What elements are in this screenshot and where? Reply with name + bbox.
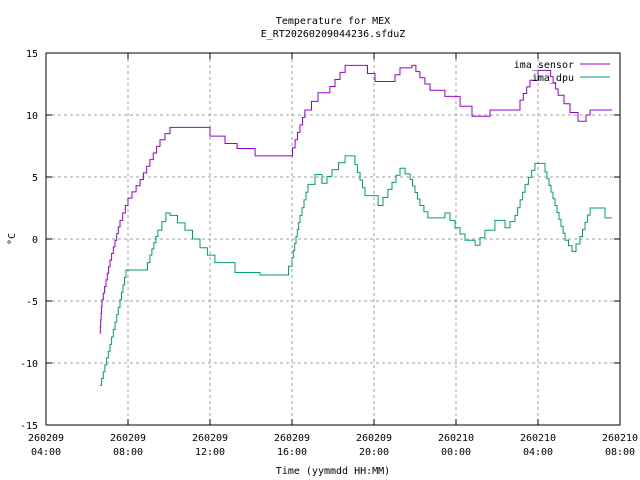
x-tick-label-time: 16:00	[277, 447, 307, 458]
legend: ima_sensor ima_dpu	[514, 60, 610, 84]
x-tick-label-time: 08:00	[113, 447, 143, 458]
y-tick-label: -15	[20, 421, 38, 432]
x-tick-label-date: 260210	[602, 433, 638, 444]
x-tick-label-time: 00:00	[441, 447, 471, 458]
x-tick-label-date: 260209	[110, 433, 146, 444]
y-tick-label: -5	[26, 297, 38, 308]
y-tick-label: 15	[26, 49, 38, 60]
y-tick-label: 10	[26, 111, 38, 122]
x-tick-label-time: 04:00	[31, 447, 61, 458]
x-tick-label-date: 260210	[520, 433, 556, 444]
axis-ticks: -15 -10 -5 0 5 10 15 260209 04:00 260209 08:00 2602…	[20, 49, 638, 458]
legend-label: ima_sensor	[514, 60, 574, 71]
x-tick-label-time: 08:00	[605, 447, 635, 458]
series-group	[99, 64, 612, 386]
series-line-ima-sensor	[99, 64, 612, 334]
x-tick-label-date: 260210	[438, 433, 474, 444]
series-line-ima-dpu	[99, 155, 612, 386]
y-tick-label: 5	[32, 173, 38, 184]
grid	[46, 53, 620, 425]
x-tick-label-date: 260209	[192, 433, 228, 444]
chart-title: Temperature for MEX	[276, 16, 390, 27]
x-tick-label-date: 260209	[28, 433, 64, 444]
chart-subtitle: E_RT20260209044236.sfduZ	[261, 29, 406, 40]
x-tick-label-time: 20:00	[359, 447, 389, 458]
legend-label: ima_dpu	[532, 73, 574, 84]
y-tick-label: 0	[32, 235, 38, 246]
x-tick-label-time: 12:00	[195, 447, 225, 458]
y-tick-label: -10	[20, 359, 38, 370]
x-tick-label-time: 04:00	[523, 447, 553, 458]
x-axis-label: Time (yymmdd HH:MM)	[276, 466, 390, 477]
x-tick-label-date: 260209	[356, 433, 392, 444]
x-tick-label-date: 260209	[274, 433, 310, 444]
y-axis-label: °C	[7, 233, 18, 245]
